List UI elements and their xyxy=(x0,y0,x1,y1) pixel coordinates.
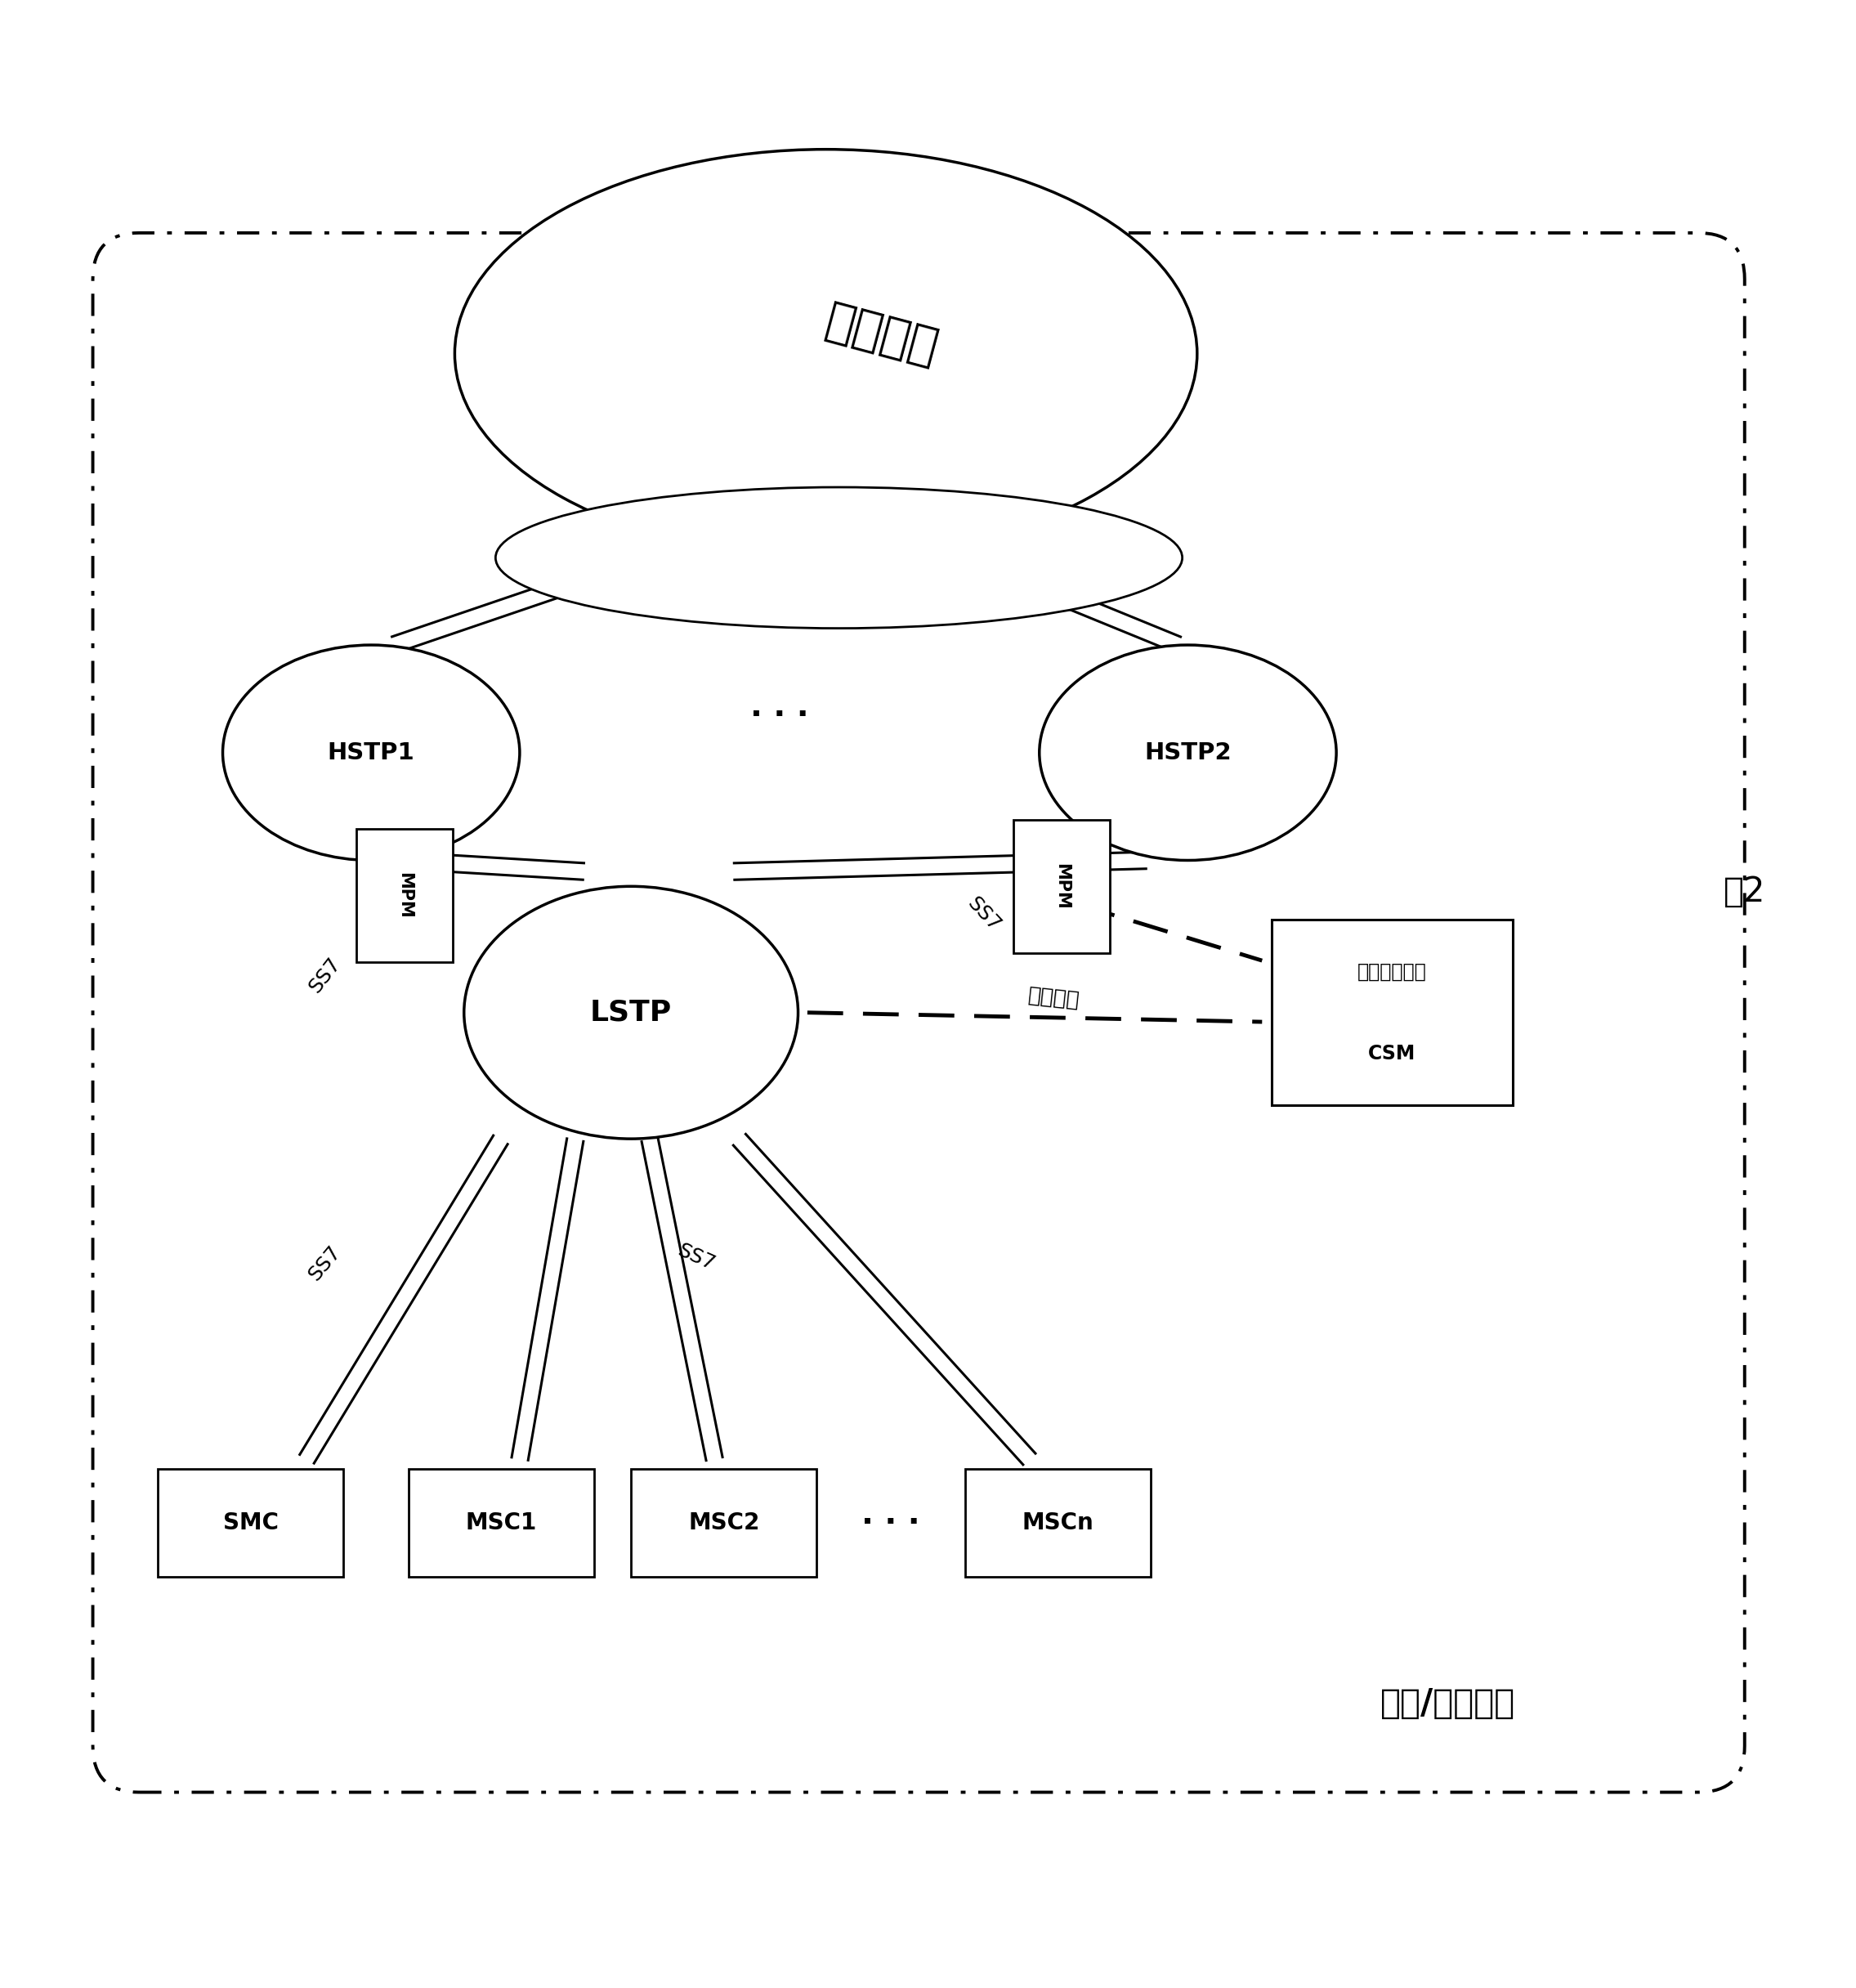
Bar xyxy=(158,1469,343,1576)
Text: MSC1: MSC1 xyxy=(466,1511,536,1535)
Text: HSTP1: HSTP1 xyxy=(327,742,416,763)
Text: · · ·: · · · xyxy=(861,1507,921,1539)
Text: MPM: MPM xyxy=(1054,863,1069,911)
Bar xyxy=(1013,819,1110,952)
Text: SS7: SS7 xyxy=(304,1242,345,1284)
Text: SS7: SS7 xyxy=(674,1241,718,1274)
Ellipse shape xyxy=(496,487,1182,628)
Text: · · ·: · · · xyxy=(750,700,809,732)
Text: SMC: SMC xyxy=(223,1511,278,1535)
Text: 外省网络: 外省网络 xyxy=(820,298,943,372)
Text: MSCn: MSCn xyxy=(1023,1511,1093,1535)
Text: 图2: 图2 xyxy=(1724,875,1765,909)
Bar xyxy=(408,1469,594,1576)
Text: 业务管理中心: 业务管理中心 xyxy=(1357,962,1427,982)
Ellipse shape xyxy=(464,887,798,1139)
Text: MSC2: MSC2 xyxy=(689,1511,759,1535)
Ellipse shape xyxy=(223,644,520,861)
Ellipse shape xyxy=(455,149,1197,559)
Text: SS7: SS7 xyxy=(963,893,1004,934)
Ellipse shape xyxy=(1039,644,1336,861)
Text: HSTP2: HSTP2 xyxy=(1145,742,1231,763)
Text: SS7: SS7 xyxy=(304,954,345,996)
Text: LSTP: LSTP xyxy=(590,998,672,1026)
Bar xyxy=(1271,920,1513,1105)
Bar xyxy=(631,1469,817,1576)
Bar xyxy=(356,829,453,962)
Text: MPM: MPM xyxy=(397,873,412,918)
Text: 数据同步: 数据同步 xyxy=(1026,984,1082,1012)
Text: CSM: CSM xyxy=(1368,1044,1416,1064)
Text: 本地/本省网络: 本地/本省网络 xyxy=(1381,1686,1514,1720)
Bar xyxy=(965,1469,1151,1576)
